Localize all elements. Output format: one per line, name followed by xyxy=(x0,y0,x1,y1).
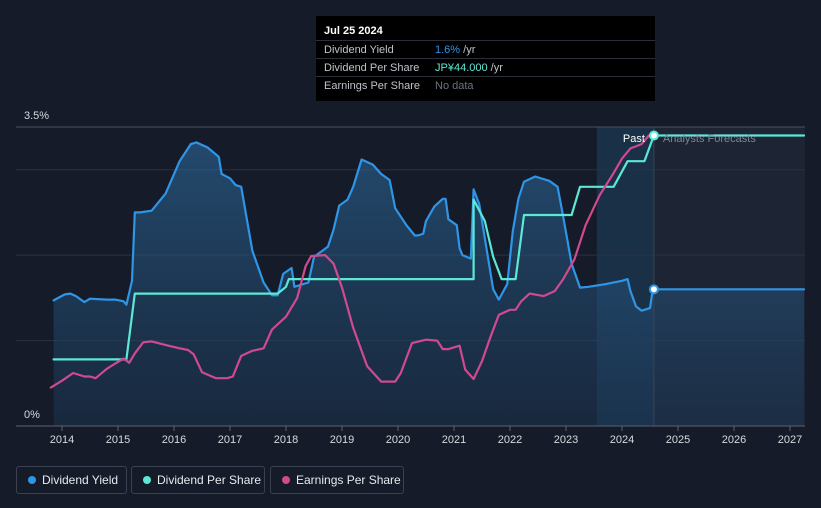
x-tick-label: 2025 xyxy=(666,434,690,446)
series-lines xyxy=(49,134,806,389)
tooltip-row-dividend-per-share: Dividend Per Share JP¥44.000 /yr xyxy=(316,58,655,77)
tooltip-value: No data xyxy=(435,80,474,92)
y-tick-label: 3.5% xyxy=(24,110,49,122)
x-tick-label: 2016 xyxy=(162,434,186,446)
earnings-per-share-line xyxy=(49,134,655,389)
end-marker xyxy=(648,284,659,295)
tooltip-row-earnings-per-share: Earnings Per Share No data xyxy=(316,76,655,95)
x-tick-label: 2017 xyxy=(218,434,242,446)
x-axis: 2014 2015 2016 2017 2018 2019 2020 2021 2022 2023… xyxy=(16,425,805,446)
legend-dot-icon xyxy=(28,476,36,484)
legend-label: Dividend Per Share xyxy=(157,473,262,487)
dividend-per-share-line xyxy=(52,134,806,361)
x-tick-label: 2020 xyxy=(386,434,410,446)
tooltip: Jul 25 2024 Dividend Yield 1.6% /yr Divi… xyxy=(316,16,655,101)
tooltip-label: Dividend Yield xyxy=(324,44,394,56)
x-tick-label: 2024 xyxy=(610,434,634,446)
tooltip-value: JP¥44.000 /yr xyxy=(435,62,503,74)
x-tick-label: 2014 xyxy=(50,434,74,446)
y-axis: 3.5% 0% xyxy=(24,110,49,421)
x-tick-label: 2027 xyxy=(778,434,802,446)
x-tick-label: 2021 xyxy=(442,434,466,446)
annotations: Past Analysts Forecasts xyxy=(623,133,756,145)
tooltip-date: Jul 25 2024 xyxy=(324,25,383,37)
end-marker xyxy=(648,130,659,141)
dividend-yield-line xyxy=(52,141,806,312)
legend-dividend-yield[interactable]: Dividend Yield xyxy=(16,466,127,494)
tooltip-row-dividend-yield: Dividend Yield 1.6% /yr xyxy=(316,40,655,59)
legend-dot-icon xyxy=(143,476,151,484)
legend-earnings-per-share[interactable]: Earnings Per Share xyxy=(270,466,404,494)
end-markers xyxy=(648,127,659,426)
past-label: Past xyxy=(623,133,645,145)
legend-dividend-per-share[interactable]: Dividend Per Share xyxy=(131,466,265,494)
legend-dot-icon xyxy=(282,476,290,484)
tooltip-label: Earnings Per Share xyxy=(324,80,420,92)
x-tick-label: 2022 xyxy=(498,434,522,446)
x-tick-label: 2019 xyxy=(330,434,354,446)
x-tick-label: 2018 xyxy=(274,434,298,446)
x-tick-label: 2015 xyxy=(106,434,130,446)
legend-label: Dividend Yield xyxy=(42,473,119,487)
x-tick-label: 2026 xyxy=(722,434,746,446)
legend-label: Earnings Per Share xyxy=(296,473,401,487)
tooltip-value: 1.6% /yr xyxy=(435,44,476,56)
tooltip-label: Dividend Per Share xyxy=(324,62,420,74)
analysts-forecasts-label: Analysts Forecasts xyxy=(663,133,756,145)
y-tick-label: 0% xyxy=(24,409,40,421)
x-tick-label: 2023 xyxy=(554,434,578,446)
